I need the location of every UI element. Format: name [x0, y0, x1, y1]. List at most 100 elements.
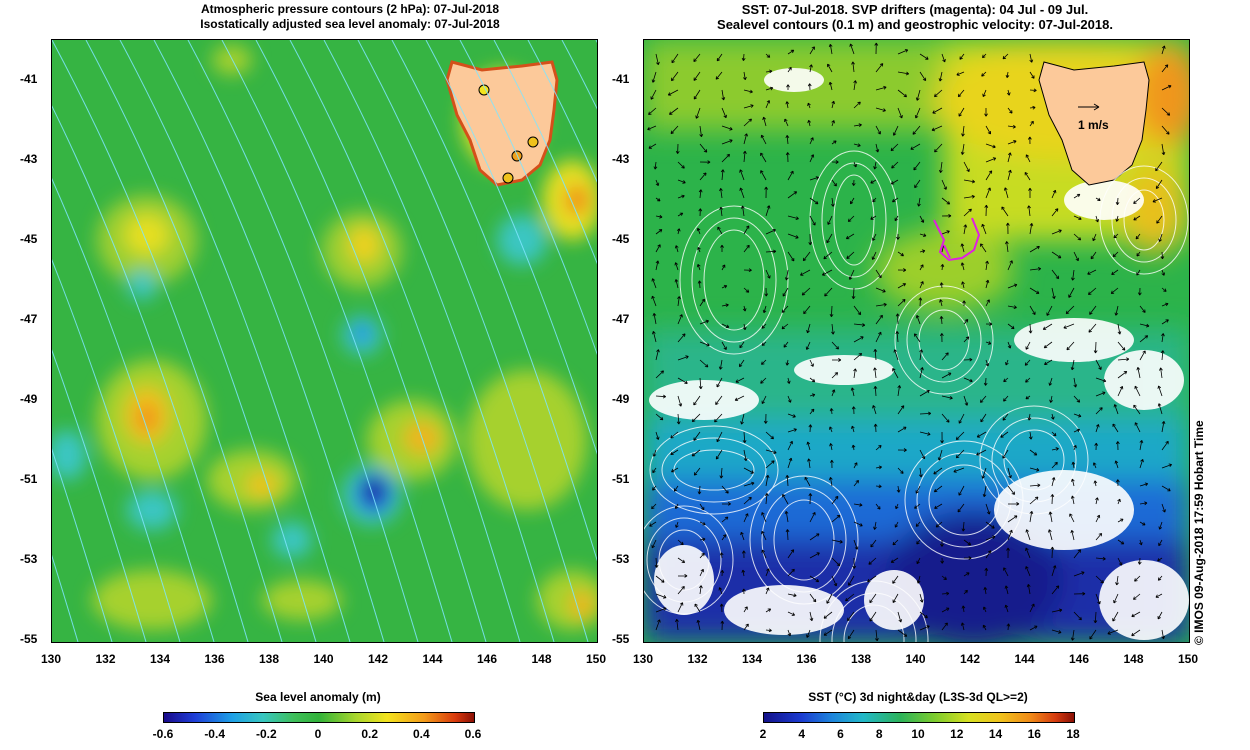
- velocity-arrow: [914, 503, 921, 509]
- velocity-arrow: [1095, 593, 1101, 605]
- velocity-arrow: [1025, 395, 1031, 400]
- velocity-arrow: [1028, 323, 1033, 334]
- velocity-arrow: [787, 170, 794, 181]
- velocity-arrow: [1029, 603, 1035, 613]
- velocity-arrow: [827, 63, 833, 73]
- velocity-arrow: [1161, 287, 1167, 292]
- velocity-arrow: [761, 512, 767, 523]
- velocity-arrow: [934, 503, 943, 509]
- velocity-arrow: [741, 588, 746, 595]
- velocity-arrow: [1003, 377, 1009, 383]
- velocity-arrow: [1158, 233, 1163, 242]
- velocity-arrow: [761, 549, 767, 559]
- sst-map: 1 m/s: [643, 39, 1190, 643]
- velocity-arrow: [916, 575, 921, 584]
- velocity-arrow: [652, 467, 657, 474]
- velocity-arrow: [1029, 71, 1035, 79]
- velocity-arrow: [1161, 319, 1169, 325]
- velocity-arrow: [1003, 567, 1009, 577]
- velocity-arrow: [1029, 467, 1040, 472]
- velocity-arrow: [1117, 323, 1122, 335]
- velocity-arrow: [1051, 269, 1060, 280]
- velocity-arrow: [853, 305, 862, 316]
- velocity-arrow: [914, 179, 921, 189]
- velocity-arrow: [872, 233, 877, 241]
- velocity-arrow: [1117, 557, 1123, 566]
- velocity-arrow: [1133, 197, 1141, 204]
- velocity-arrow: [1007, 140, 1017, 145]
- velocity-arrow: [717, 226, 723, 235]
- velocity-arrow: [735, 377, 745, 383]
- velocity-arrow: [1029, 88, 1037, 93]
- velocity-arrow: [1027, 205, 1031, 217]
- velocity-arrow: [716, 53, 723, 62]
- velocity-arrow: [933, 467, 943, 475]
- velocity-arrow: [896, 233, 900, 240]
- velocity-arrow: [1029, 449, 1038, 456]
- colorbar-tick-label: -0.6: [152, 727, 174, 741]
- velocity-arrow: [892, 368, 899, 379]
- velocity-arrow: [941, 591, 950, 596]
- velocity-arrow: [892, 575, 899, 584]
- velocity-arrow: [919, 71, 927, 82]
- velocity-arrow: [873, 385, 878, 397]
- velocity-arrow: [1029, 496, 1039, 505]
- velocity-arrow: [875, 125, 881, 135]
- velocity-arrow: [787, 549, 795, 559]
- velocity-arrow: [849, 43, 855, 55]
- velocity-arrow: [787, 440, 793, 451]
- velocity-arrow: [940, 557, 945, 564]
- velocity-arrow: [764, 493, 769, 505]
- velocity-arrow: [719, 206, 724, 217]
- velocity-arrow: [872, 405, 877, 415]
- velocity-arrow: [677, 377, 688, 384]
- velocity-arrow: [897, 385, 902, 397]
- velocity-arrow: [694, 603, 701, 613]
- velocity-arrow: [677, 314, 683, 325]
- velocity-arrow: [809, 593, 817, 603]
- velocity-arrow: [985, 535, 996, 541]
- velocity-arrow: [740, 531, 745, 541]
- velocity-arrow: [848, 269, 855, 280]
- velocity-arrow: [875, 143, 880, 153]
- velocity-arrow: [655, 53, 660, 65]
- velocity-arrow: [957, 503, 965, 513]
- velocity-arrow: [691, 413, 701, 423]
- sealevel-contour: [991, 417, 1077, 503]
- velocity-arrow: [743, 606, 748, 613]
- velocity-arrow: [896, 485, 901, 493]
- velocity-arrow: [719, 467, 724, 479]
- velocity-arrow: [850, 197, 855, 205]
- velocity-arrow: [803, 305, 811, 315]
- velocity-arrow: [765, 86, 774, 91]
- velocity-arrow: [829, 305, 834, 318]
- y-tick-label: -55: [20, 632, 38, 646]
- velocity-arrow: [963, 395, 969, 406]
- velocity-arrow: [1007, 485, 1015, 495]
- velocity-arrow: [1157, 557, 1163, 562]
- velocity-arrow: [938, 71, 943, 82]
- sealevel-contour: [773, 499, 835, 581]
- velocity-arrow: [1024, 171, 1031, 181]
- velocity-arrow: [892, 539, 899, 546]
- velocity-arrow: [1029, 246, 1040, 253]
- velocity-arrow: [897, 251, 904, 257]
- x-tick-label: 142: [367, 652, 389, 666]
- velocity-arrow: [983, 606, 987, 613]
- velocity-arrow: [787, 233, 799, 239]
- velocity-arrow: [961, 281, 965, 289]
- velocity-arrow: [897, 299, 906, 307]
- pressure-contour: [255, 40, 487, 642]
- velocity-arrow: [781, 305, 789, 313]
- velocity-arrow: [1007, 152, 1012, 163]
- velocity-arrow: [808, 233, 813, 246]
- velocity-arrow: [743, 104, 754, 109]
- velocity-arrow: [787, 215, 799, 220]
- velocity-arrow: [800, 269, 811, 276]
- velocity-arrow: [1073, 377, 1078, 388]
- velocity-arrow: [873, 423, 878, 433]
- velocity-arrow: [983, 587, 988, 595]
- velocity-arrow: [804, 476, 811, 487]
- velocity-arrow: [1137, 557, 1142, 565]
- velocity-arrow: [983, 377, 988, 386]
